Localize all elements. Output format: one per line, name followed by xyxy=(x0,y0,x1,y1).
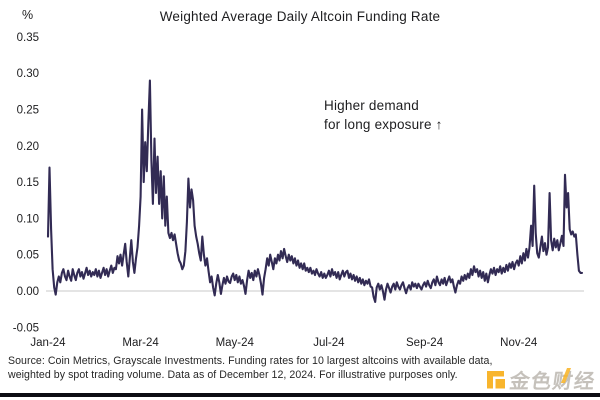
source-line-1: Source: Coin Metrics, Grayscale Investme… xyxy=(8,355,493,367)
x-tick-label: Nov-24 xyxy=(500,337,538,349)
chart-title: Weighted Average Daily Altcoin Funding R… xyxy=(159,9,441,24)
y-tick-label: 0.30 xyxy=(17,68,39,80)
y-tick-label: 0.00 xyxy=(17,286,39,298)
y-tick-label: 0.15 xyxy=(17,177,39,189)
y-tick-label: 0.20 xyxy=(17,141,39,153)
annotation-line-1: Higher demand xyxy=(324,98,419,113)
y-tick-label: 0.10 xyxy=(17,213,39,225)
x-tick-label: Jul-24 xyxy=(313,337,345,349)
y-tick-label: -0.05 xyxy=(13,322,39,334)
annotation: Higher demand for long exposure ↑ xyxy=(324,96,443,134)
annotation-line-2: for long exposure ↑ xyxy=(324,117,443,132)
x-tick-label: Sep-24 xyxy=(406,337,444,349)
source-line-2: weighted by spot trading volume. Data as… xyxy=(8,368,458,381)
y-axis-unit-label: % xyxy=(22,8,34,22)
jinse-finance-logo-icon xyxy=(487,370,505,388)
x-tick-label: May-24 xyxy=(216,337,255,349)
watermark-text: 金色财经 xyxy=(508,371,598,393)
y-tick-label: 0.05 xyxy=(17,250,39,262)
bottom-bar xyxy=(0,393,600,397)
x-tick-label: Mar-24 xyxy=(122,337,159,349)
funding-rate-line xyxy=(46,79,584,303)
y-tick-label: 0.25 xyxy=(17,105,39,117)
watermark-jinse-finance: 金色财经 xyxy=(485,365,598,394)
y-tick-label: 0.35 xyxy=(17,32,39,44)
source-note: Source: Coin Metrics, Grayscale Investme… xyxy=(8,355,492,383)
x-tick-label: Jan-24 xyxy=(30,337,66,349)
